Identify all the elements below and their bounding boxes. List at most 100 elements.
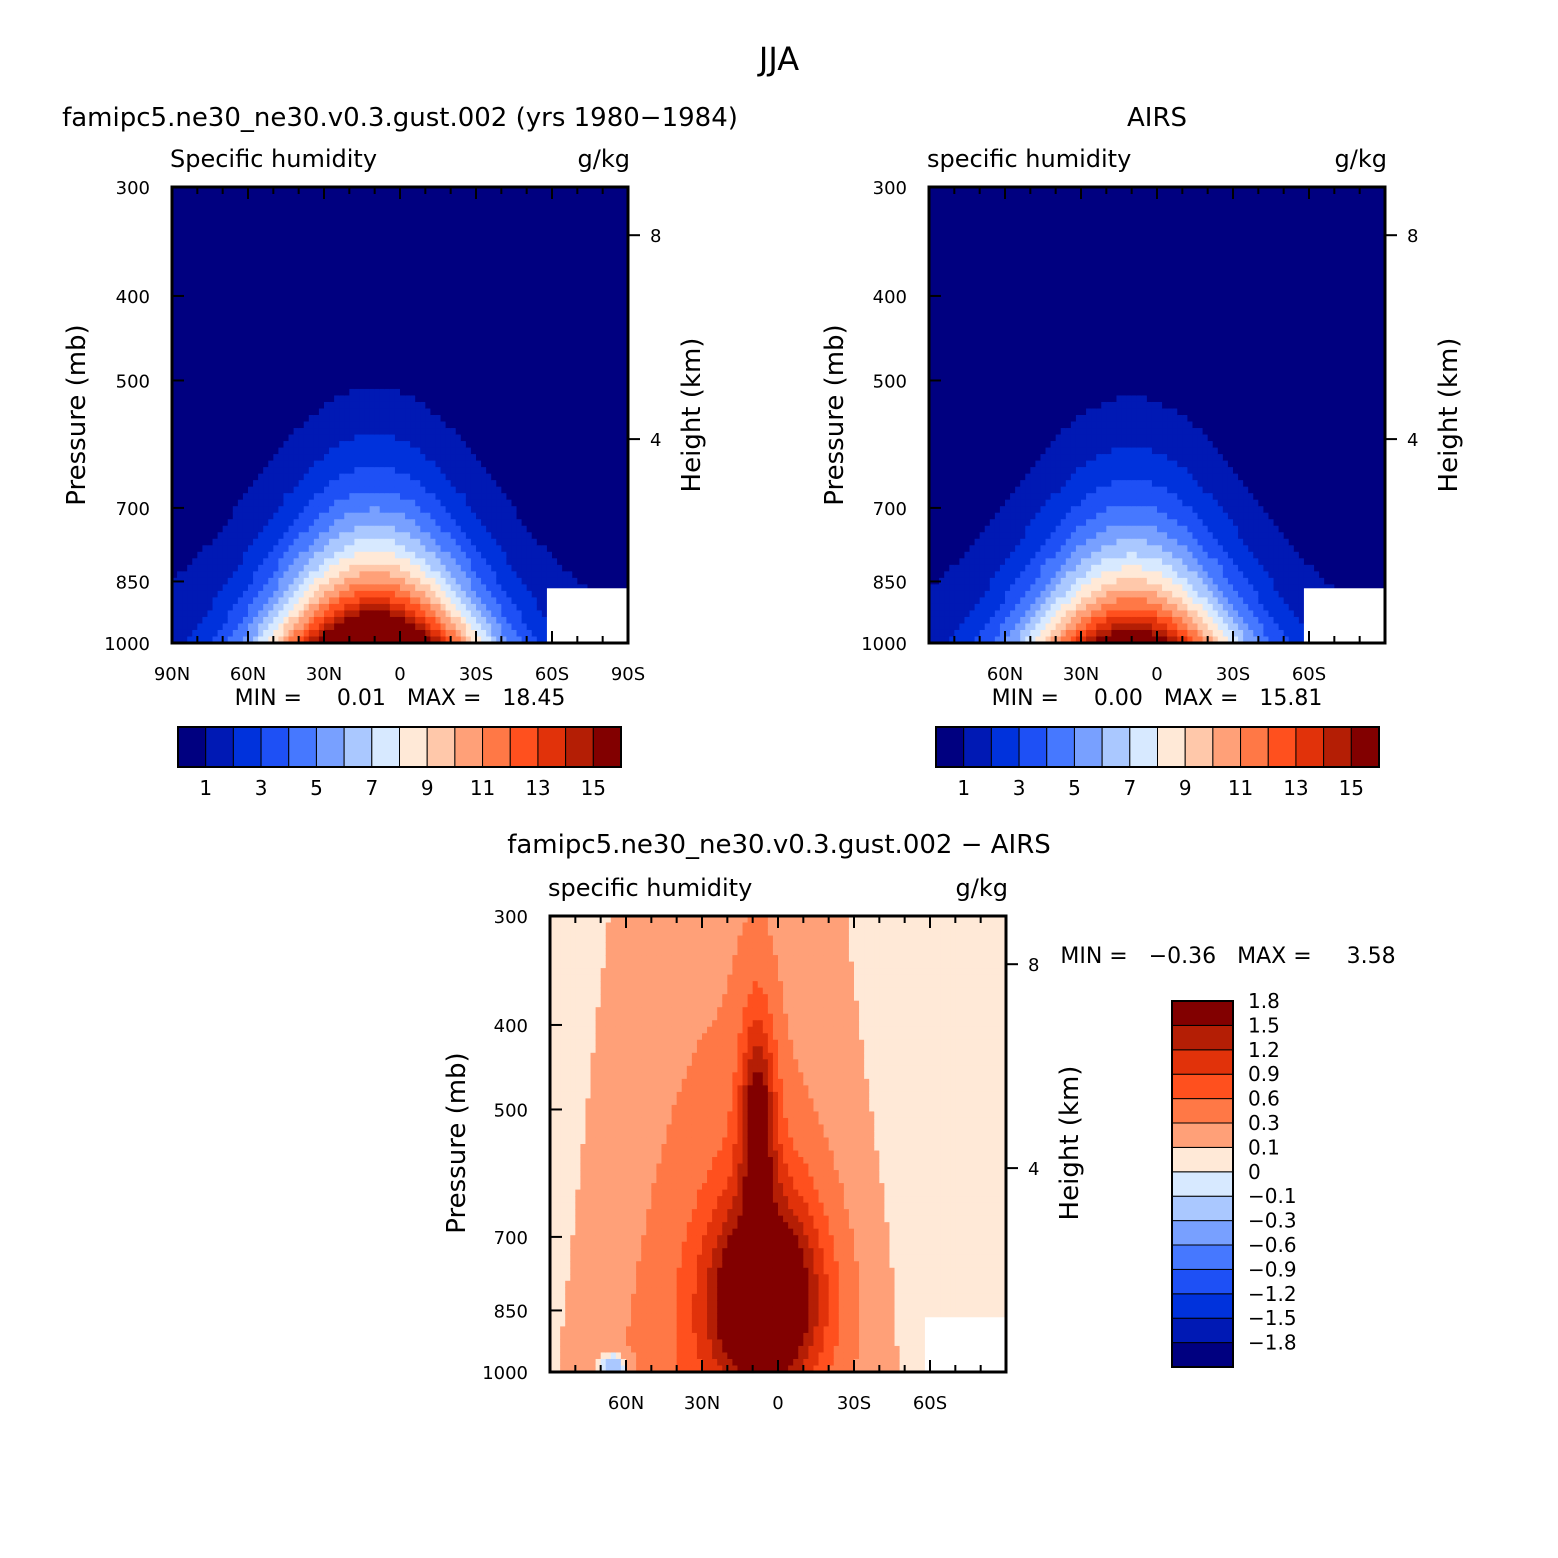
heatmap-cell: [349, 506, 355, 513]
heatmap-cell: [506, 565, 512, 572]
heatmap-cell: [380, 422, 386, 429]
heatmap-cell: [390, 435, 396, 442]
heatmap-cell: [213, 317, 219, 324]
heatmap-cell: [263, 239, 269, 246]
heatmap-cell: [532, 239, 538, 246]
heatmap-cell: [197, 402, 203, 409]
heatmap-cell: [430, 395, 436, 402]
heatmap-cell: [359, 330, 365, 337]
heatmap-cell: [283, 285, 289, 292]
heatmap-cell: [334, 233, 340, 240]
heatmap-cell: [299, 239, 305, 246]
heatmap-cell: [385, 506, 391, 513]
heatmap-cell: [435, 213, 441, 220]
heatmap-cell: [517, 285, 523, 292]
heatmap-cell: [324, 272, 330, 279]
heatmap-cell: [486, 448, 492, 455]
heatmap-cell: [329, 285, 335, 292]
heatmap-cell: [420, 467, 426, 474]
heatmap-cell: [299, 571, 305, 578]
heatmap-cell: [506, 571, 512, 578]
heatmap-cell: [415, 519, 421, 526]
heatmap-cell: [451, 584, 457, 591]
heatmap-cell: [202, 623, 208, 630]
heatmap-cell: [435, 291, 441, 298]
heatmap-cell: [283, 395, 289, 402]
heatmap-cell: [522, 506, 528, 513]
heatmap-cell: [456, 474, 462, 481]
heatmap-cell: [354, 493, 360, 500]
heatmap-cell: [197, 324, 203, 331]
heatmap-cell: [446, 389, 452, 396]
heatmap-cell: [344, 350, 350, 357]
heatmap-cell: [197, 480, 203, 487]
heatmap-cell: [410, 304, 416, 311]
heatmap-cell: [324, 395, 330, 402]
heatmap-cell: [375, 506, 381, 513]
heatmap-cell: [506, 513, 512, 520]
heatmap-cell: [359, 324, 365, 331]
heatmap-cell: [420, 415, 426, 422]
heatmap-cell: [390, 259, 396, 266]
heatmap-cell: [243, 513, 249, 520]
heatmap-cell: [501, 435, 507, 442]
heatmap-cell: [182, 369, 188, 376]
heatmap-cell: [365, 422, 371, 429]
heatmap-cell: [344, 558, 350, 565]
heatmap-cell: [517, 500, 523, 507]
heatmap-cell: [238, 552, 244, 559]
heatmap-cell: [243, 350, 249, 357]
heatmap-cell: [202, 474, 208, 481]
heatmap-cell: [370, 239, 376, 246]
heatmap-cell: [177, 259, 183, 266]
heatmap-cell: [289, 558, 295, 565]
heatmap-cell: [425, 395, 431, 402]
heatmap-cell: [435, 259, 441, 266]
heatmap-cell: [334, 350, 340, 357]
heatmap-cell: [461, 252, 467, 259]
heatmap-cell: [522, 311, 528, 318]
heatmap-cell: [324, 402, 330, 409]
heatmap-cell: [263, 422, 269, 429]
heatmap-cell: [380, 617, 386, 624]
heatmap-cell: [430, 604, 436, 611]
heatmap-cell: [248, 330, 254, 337]
heatmap-cell: [451, 532, 457, 539]
heatmap-cell: [496, 298, 502, 305]
heatmap-cell: [359, 317, 365, 324]
heatmap-cell: [486, 493, 492, 500]
heatmap-cell: [385, 526, 391, 533]
heatmap-cell: [466, 194, 472, 201]
heatmap-cell: [213, 213, 219, 220]
heatmap-cell: [501, 493, 507, 500]
heatmap-cell: [192, 415, 198, 422]
heatmap-cell: [228, 252, 234, 259]
heatmap-cell: [491, 461, 497, 468]
heatmap-cell: [289, 376, 295, 383]
heatmap-cell: [370, 474, 376, 481]
heatmap-cell: [283, 389, 289, 396]
heatmap-cell: [476, 343, 482, 350]
heatmap-cell: [314, 324, 320, 331]
heatmap-cell: [228, 298, 234, 305]
heatmap-cell: [441, 278, 447, 285]
heatmap-cell: [395, 623, 401, 630]
heatmap-cell: [435, 356, 441, 363]
heatmap-cell: [365, 461, 371, 468]
heatmap-cell: [461, 265, 467, 272]
heatmap-cell: [506, 578, 512, 585]
heatmap-cell: [213, 356, 219, 363]
heatmap-cell: [192, 213, 198, 220]
heatmap-cell: [380, 324, 386, 331]
heatmap-cell: [471, 291, 477, 298]
heatmap-cell: [177, 558, 183, 565]
heatmap-cell: [486, 382, 492, 389]
heatmap-cell: [253, 500, 259, 507]
heatmap-cell: [410, 610, 416, 617]
heatmap-cell: [339, 356, 345, 363]
heatmap-cell: [461, 461, 467, 468]
heatmap-cell: [324, 506, 330, 513]
heatmap-cell: [268, 363, 274, 370]
heatmap-cell: [456, 591, 462, 598]
heatmap-cell: [359, 207, 365, 214]
